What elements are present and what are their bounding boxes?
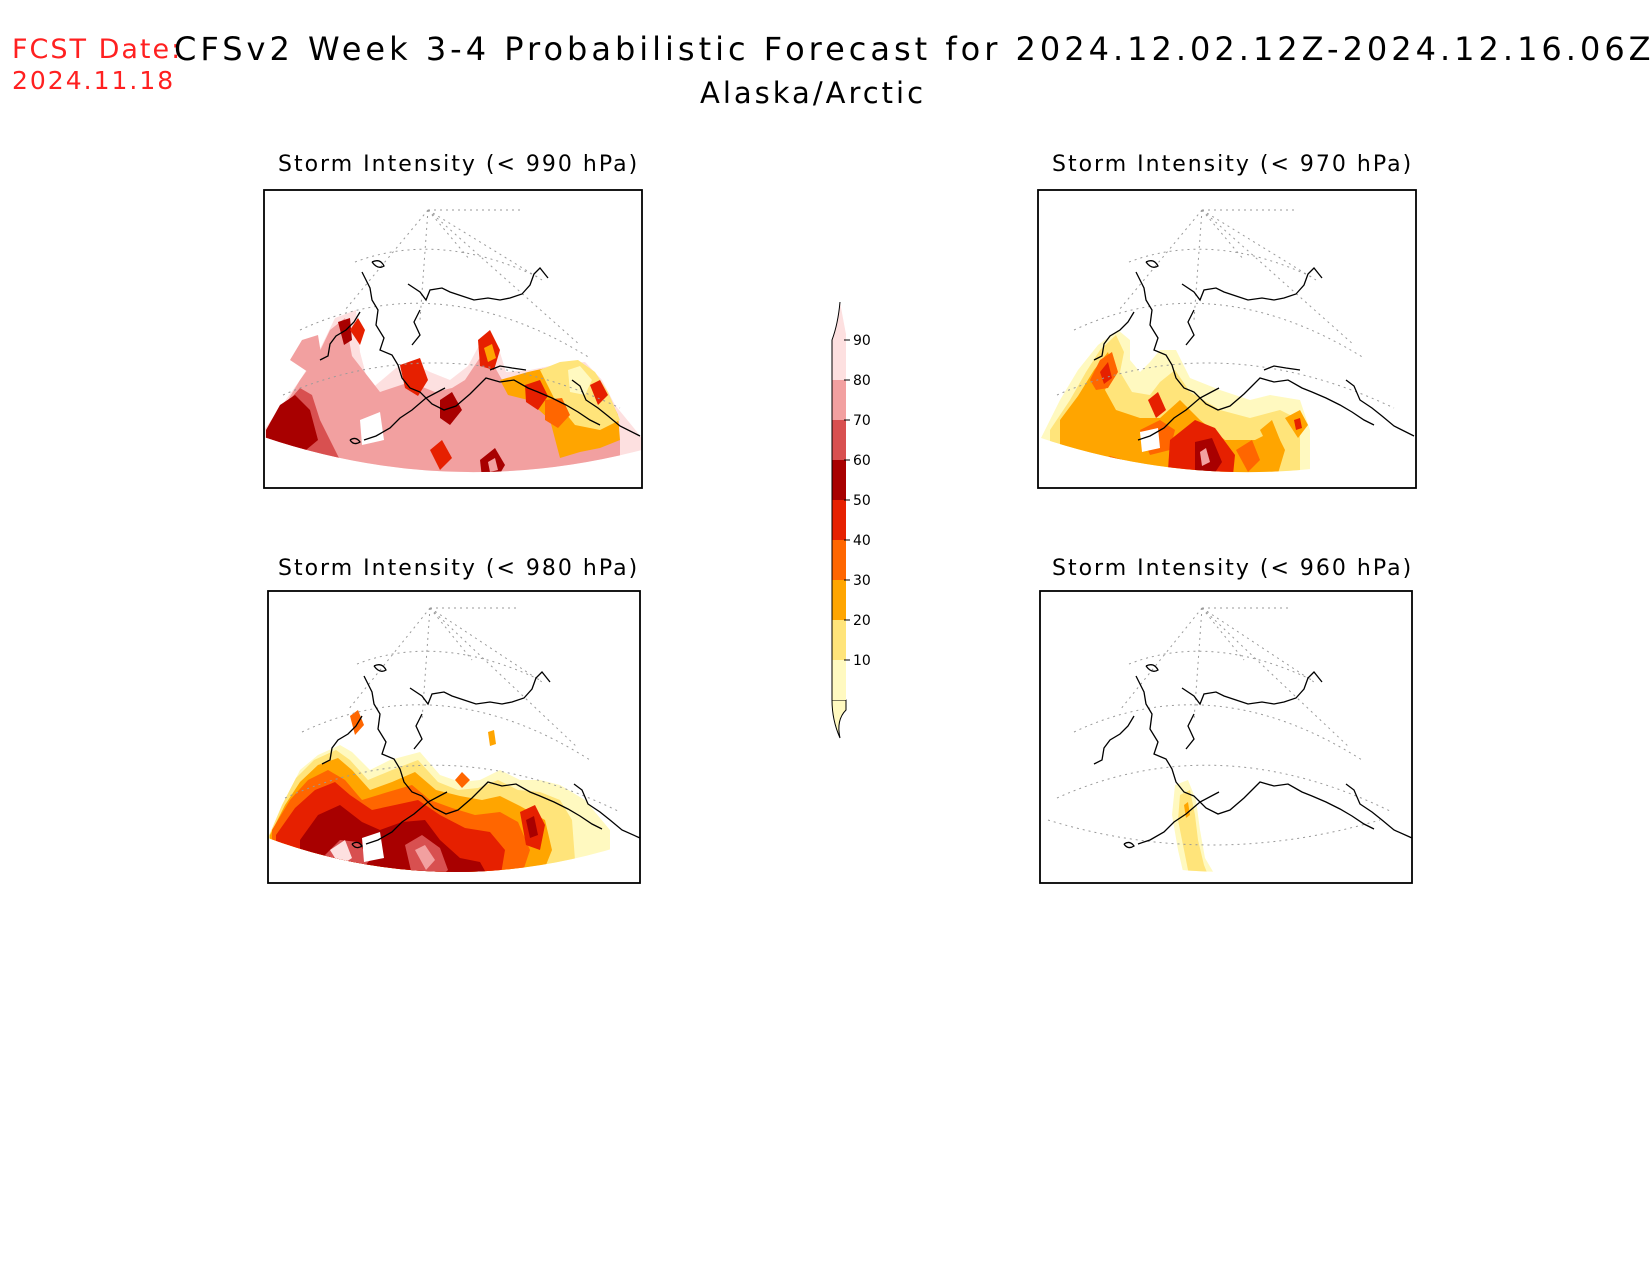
colorbar-border (831, 301, 841, 700)
colorbar-tail-low (831, 699, 847, 739)
coastline-990 (319, 260, 641, 445)
coastline-980 (321, 664, 641, 849)
forecast-date-label: FCST Date: (12, 34, 183, 65)
map-panel-960 (1039, 590, 1413, 884)
colorbar-segment (832, 540, 846, 580)
panel-title-970: Storm Intensity (< 970 hPa) (1052, 152, 1414, 177)
colorbar-segment (832, 620, 846, 660)
map-panel-990 (263, 189, 643, 489)
panel-title-980: Storm Intensity (< 980 hPa) (278, 556, 640, 581)
colorbar-label: 60 (853, 453, 871, 469)
map-panel-980 (267, 590, 641, 884)
graticule-990 (282, 209, 621, 409)
panel-title-960: Storm Intensity (< 960 hPa) (1052, 556, 1414, 581)
colorbar-segment (832, 500, 846, 540)
colorbar-label: 80 (853, 373, 871, 389)
colorbar-label: 50 (853, 493, 871, 509)
colorbar-segment (832, 380, 846, 420)
graticule-970 (1056, 209, 1395, 409)
colorbar-segment (832, 580, 846, 620)
panel-frame-960 (1039, 590, 1413, 884)
colorbar: 10 20 30 40 50 60 70 80 90 (831, 301, 871, 739)
colorbar-label: 30 (853, 573, 871, 589)
colorbar-label: 90 (853, 333, 871, 349)
colorbar-segment (832, 660, 846, 700)
panel-frame-970 (1037, 189, 1417, 489)
probability-field-980 (268, 710, 610, 873)
map-panel-970 (1037, 189, 1417, 489)
panel-frame-980 (267, 590, 641, 884)
probability-field-970 (1040, 330, 1310, 473)
region-subtitle: Alaska/Arctic (700, 76, 927, 110)
colorbar-segment (832, 420, 846, 460)
graticule-980 (284, 607, 621, 813)
colorbar-label: 40 (853, 533, 871, 549)
panel-title-990: Storm Intensity (< 990 hPa) (278, 152, 640, 177)
colorbar-label: 70 (853, 413, 871, 429)
colorbar-segment (832, 460, 846, 500)
main-title: CFSv2 Week 3-4 Probabilistic Forecast fo… (174, 30, 1650, 68)
probability-field-990 (264, 310, 642, 473)
colorbar-segment (832, 340, 846, 380)
colorbar-label: 20 (853, 613, 871, 629)
coastline-960 (1093, 664, 1413, 849)
probability-field-960 (1172, 780, 1225, 873)
coastline-970 (1093, 260, 1415, 441)
graticule-960 (1047, 607, 1393, 846)
panel-frame-990 (263, 189, 643, 489)
colorbar-label: 10 (853, 653, 871, 669)
forecast-date-value: 2024.11.18 (12, 66, 176, 95)
